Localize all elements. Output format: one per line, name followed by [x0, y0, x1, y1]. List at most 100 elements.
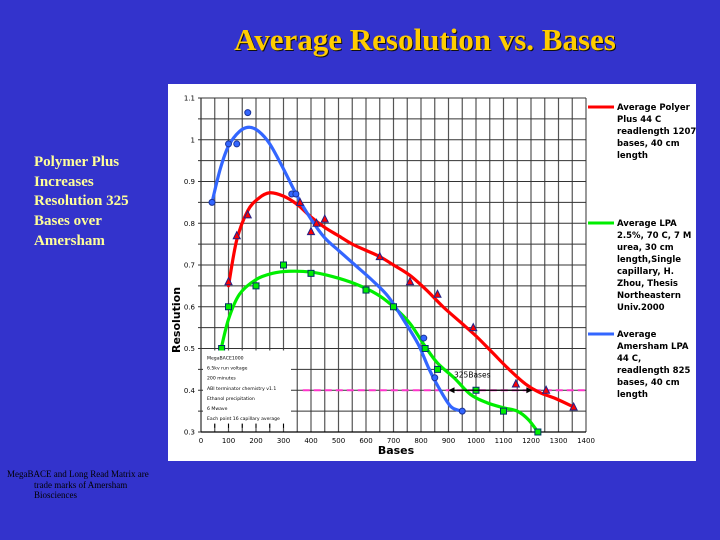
- grid-lines: [198, 97, 587, 433]
- x-tick-label: 900: [442, 437, 455, 445]
- x-tick-label: 100: [222, 437, 235, 445]
- data-point-square: [307, 269, 315, 277]
- data-point-triangle: [541, 385, 551, 394]
- data-point-circle: [431, 374, 439, 382]
- notes-box-line: ABI terminator chemistry v1.1: [207, 386, 276, 392]
- legend-label-line: 2.5%, 70 C, 7 M: [617, 231, 691, 241]
- data-point-square: [421, 345, 429, 352]
- data-point-square: [280, 261, 287, 269]
- side-text-line: Bases over: [34, 213, 102, 230]
- data-point-triangle: [232, 230, 242, 240]
- arrowhead-right-icon: [526, 387, 533, 394]
- data-point-circle: [225, 140, 232, 148]
- y-tick-label: 0.5: [184, 345, 195, 353]
- annotation-label: 325Bases: [454, 371, 491, 380]
- notes-box-line: MegaBACE1000: [207, 356, 244, 362]
- trend-line-series-2: [210, 125, 464, 413]
- x-tick-label: 400: [304, 437, 317, 445]
- x-tick-label: 1200: [522, 437, 540, 445]
- notes-box: MegaBACE1000 6.5kv run voltage 200 minutes…: [203, 350, 291, 428]
- legend-label-line: 44 C,: [617, 354, 641, 364]
- x-tick-label: 600: [359, 437, 372, 445]
- y-axis-ticks: 0.3 0.4 0.5 0.6 0.7 0.8 0.9 1 1.1: [184, 95, 196, 437]
- legend-label-line: Average LPA: [617, 219, 677, 229]
- y-tick-label: 0.7: [184, 262, 195, 270]
- notes-box-line: 6 Mwave: [207, 406, 228, 412]
- y-tick-label: 0.4: [184, 387, 196, 395]
- legend-label-line: Univ.2000: [617, 303, 665, 313]
- notes-box-line: Each point 16 capillary average: [207, 416, 280, 422]
- x-tick-label: 1300: [550, 437, 568, 445]
- notes-box-line: Ethanol precipitation: [207, 396, 255, 402]
- legend-label-line: length: [617, 151, 648, 161]
- data-point-square: [434, 365, 441, 373]
- data-point-triangle: [320, 213, 330, 223]
- legend-label-line: length: [617, 390, 648, 400]
- data-markers: [208, 109, 578, 436]
- data-point-triangle: [375, 251, 385, 261]
- legend-label-line: Zhou, Thesis: [617, 279, 678, 289]
- legend-label-line: Average: [617, 330, 657, 340]
- data-point-square: [500, 407, 507, 415]
- legend-label-line: bases, 40 cm: [617, 139, 680, 149]
- data-point-square: [362, 286, 370, 294]
- legend-label-line: Northeastern: [617, 291, 681, 301]
- x-tick-label: 1100: [495, 437, 513, 445]
- data-point-circle: [458, 407, 466, 415]
- data-point-circle: [420, 334, 428, 342]
- legend-label-line: Amersham LPA: [617, 342, 689, 352]
- footnote-line: MegaBACE and Long Read Matrix are: [7, 469, 149, 479]
- data-point-square: [252, 282, 260, 290]
- x-tick-label: 700: [387, 437, 400, 445]
- legend-label-line: bases, 40 cm: [617, 378, 680, 388]
- side-text-line: Resolution 325: [34, 193, 129, 210]
- y-tick-label: 0.9: [184, 178, 195, 186]
- arrowhead-left-icon: [448, 387, 455, 394]
- y-tick-label: 0.8: [184, 220, 195, 228]
- y-tick-label: 1: [191, 136, 195, 144]
- side-text: Polymer Plus Increases Resolution 325 Ba…: [34, 153, 174, 252]
- side-text-line: Increases: [34, 173, 94, 190]
- y-tick-label: 0.6: [184, 303, 196, 311]
- data-point-triangle: [433, 289, 442, 298]
- data-point-triangle: [569, 401, 578, 411]
- notes-box-background: [203, 350, 291, 424]
- data-point-triangle: [405, 276, 415, 286]
- data-point-circle: [208, 198, 216, 206]
- x-tick-label: 1400: [577, 437, 595, 445]
- y-axis-label: Resolution: [170, 287, 183, 353]
- data-point-triangle: [243, 209, 253, 219]
- notes-box-line: 200 minutes: [207, 376, 236, 382]
- data-point-circle: [292, 190, 300, 198]
- legend-label-line: capillary, H.: [617, 267, 674, 277]
- x-tick-label: 800: [414, 437, 427, 445]
- legend: Average Polyer Plus 44 C readlength 1207 ba…: [588, 103, 696, 400]
- slide-title: Average Resolution vs. Bases: [234, 22, 616, 57]
- data-point-circle: [233, 140, 241, 148]
- chart-panel: 0.3 0.4 0.5 0.6 0.7 0.8 0.9 1 1.1 0 100 200 300 400 5…: [168, 84, 696, 461]
- x-tick-label: 200: [249, 437, 262, 445]
- legend-label-line: length,Single: [617, 255, 681, 265]
- data-point-triangle: [306, 226, 316, 236]
- legend-label-line: Average Polyer: [617, 103, 691, 113]
- data-point-square: [534, 428, 542, 436]
- trademark-footnote: MegaBACE and Long Read Matrix are trade …: [7, 469, 177, 501]
- x-axis-ticks: 0 100 200 300 400 500 600 700 800 900 1000 1100 1200…: [199, 437, 595, 445]
- data-point-square: [390, 303, 397, 311]
- x-axis-label: Bases: [378, 444, 415, 457]
- x-tick-label: 0: [199, 437, 203, 445]
- notes-box-line: 6.5kv run voltage: [207, 366, 248, 372]
- x-tick-label: 300: [277, 437, 290, 445]
- data-point-triangle: [511, 378, 521, 388]
- data-point-triangle: [295, 197, 305, 206]
- data-point-circle: [244, 109, 252, 117]
- legend-label-line: urea, 30 cm: [617, 243, 674, 253]
- data-point-square: [225, 303, 232, 311]
- x-tick-label: 500: [332, 437, 345, 445]
- side-text-line: Polymer Plus: [34, 154, 120, 170]
- x-tick-label: 1000: [467, 437, 485, 445]
- legend-label-line: readlength 825: [617, 366, 690, 376]
- legend-label-line: readlength 1207: [617, 127, 696, 137]
- resolution-chart: 0.3 0.4 0.5 0.6 0.7 0.8 0.9 1 1.1 0 100 200 300 400 5…: [170, 95, 696, 458]
- legend-label-line: Plus 44 C: [617, 115, 661, 125]
